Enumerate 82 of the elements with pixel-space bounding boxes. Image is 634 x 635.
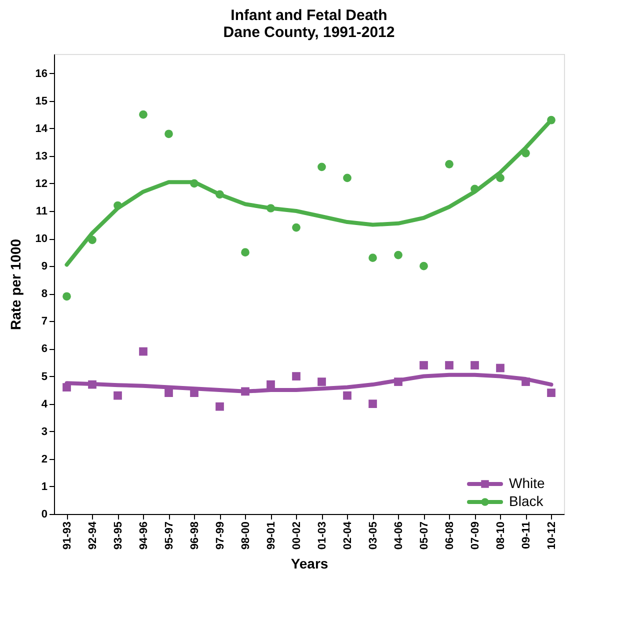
point	[420, 361, 428, 370]
point	[114, 391, 122, 400]
point	[394, 250, 402, 260]
x-tick-label: 09-11	[520, 522, 532, 550]
point	[88, 236, 96, 244]
point	[266, 380, 275, 389]
y-tick-label: 16	[35, 68, 48, 80]
y-tick-label: 11	[36, 206, 48, 218]
point	[445, 160, 454, 168]
x-tick-label: 04-06	[392, 522, 405, 550]
point	[470, 184, 479, 194]
x-tick-label: 07-09	[469, 522, 482, 550]
point	[164, 388, 173, 397]
x-tick-label: 91-93	[61, 522, 74, 550]
x-tick-label: 08-10	[494, 522, 507, 550]
point	[394, 378, 402, 386]
point	[164, 130, 173, 138]
point	[343, 391, 352, 400]
y-tick-label: 1	[41, 480, 48, 493]
y-tick-label: 13	[35, 150, 48, 162]
point	[62, 383, 71, 392]
point	[496, 174, 504, 182]
point	[318, 378, 326, 386]
x-tick-label: 97-99	[214, 522, 226, 550]
x-tick-label: 05-07	[418, 522, 430, 550]
legend-label: White	[509, 475, 545, 491]
point	[368, 400, 377, 408]
point	[216, 190, 224, 199]
point	[190, 179, 198, 188]
x-tick-label: 92-94	[86, 520, 99, 550]
y-axis-title: Rate per 1000	[7, 238, 24, 330]
point	[496, 364, 504, 372]
point	[292, 372, 300, 380]
point	[62, 292, 71, 301]
x-tick-label: 93-95	[112, 522, 124, 550]
x-tick-label: 06-08	[444, 522, 456, 550]
y-tick-label: 9	[41, 260, 48, 273]
point	[368, 254, 377, 262]
point	[139, 110, 148, 119]
point	[470, 361, 479, 370]
x-tick-label: 01-03	[316, 522, 328, 550]
y-tick-label: 8	[41, 288, 48, 300]
point	[420, 262, 428, 270]
chart-title: Infant and Fetal Death	[230, 7, 388, 24]
point	[547, 116, 556, 124]
point	[241, 248, 250, 256]
y-tick-label: 5	[41, 370, 48, 383]
x-tick-label: 00-02	[290, 522, 303, 550]
y-tick-label: 7	[41, 316, 48, 328]
legend-label: Black	[509, 493, 544, 509]
y-tick-label: 0	[41, 508, 48, 520]
point	[216, 402, 224, 411]
x-tick-label: 03-05	[367, 522, 380, 550]
x-tick-label: 98-00	[240, 522, 252, 550]
point	[266, 204, 275, 212]
point	[445, 361, 454, 370]
point	[139, 347, 148, 356]
y-tick-label: 14	[35, 122, 48, 135]
point	[318, 162, 326, 172]
x-axis-title: Years	[290, 556, 328, 572]
x-tick-label: 10-12	[546, 522, 558, 550]
point	[547, 388, 556, 397]
y-tick-label: 3	[41, 426, 48, 438]
x-tick-label: 02-04	[342, 520, 354, 550]
point	[114, 201, 122, 210]
point	[292, 223, 300, 232]
point	[343, 174, 352, 182]
x-tick-label: 96-98	[188, 522, 201, 550]
y-tick-label: 6	[41, 343, 48, 356]
y-tick-label: 2	[41, 453, 48, 466]
y-tick-label: 4	[41, 398, 48, 410]
y-tick-label: 12	[35, 178, 48, 190]
x-tick-label: 95-97	[163, 522, 176, 550]
point	[522, 378, 530, 386]
point	[241, 387, 250, 396]
x-tick-label: 94-96	[138, 522, 150, 550]
point	[522, 148, 530, 158]
chart-subtitle: Dane County, 1991-2012	[223, 24, 395, 41]
y-tick-label: 10	[35, 233, 48, 246]
point	[88, 380, 96, 389]
y-tick-label: 15	[35, 95, 48, 108]
x-tick-label: 99-01	[265, 522, 278, 550]
